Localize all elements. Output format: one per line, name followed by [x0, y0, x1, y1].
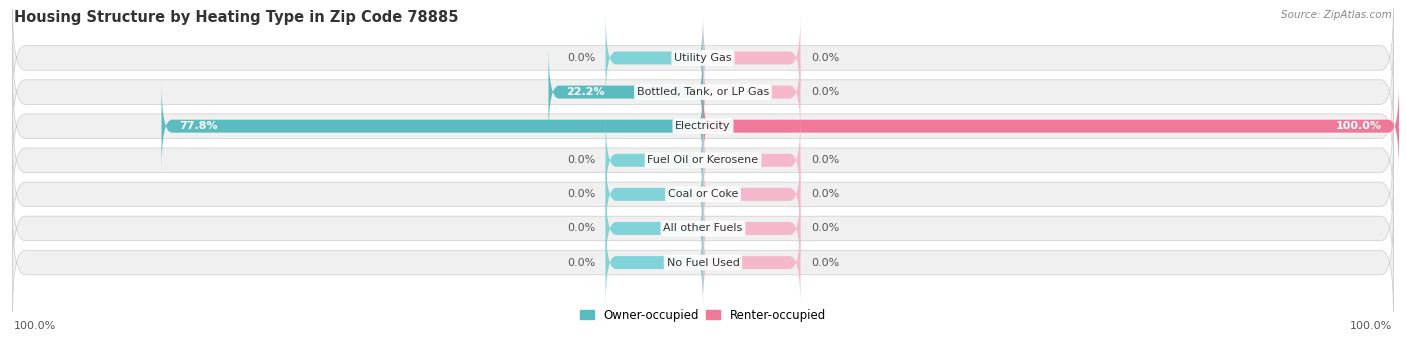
- FancyBboxPatch shape: [548, 47, 703, 137]
- Legend: Owner-occupied, Renter-occupied: Owner-occupied, Renter-occupied: [575, 304, 831, 326]
- Text: 0.0%: 0.0%: [567, 189, 595, 199]
- Text: 0.0%: 0.0%: [811, 53, 839, 63]
- FancyBboxPatch shape: [13, 111, 1393, 209]
- FancyBboxPatch shape: [703, 47, 800, 137]
- Text: Coal or Coke: Coal or Coke: [668, 189, 738, 199]
- FancyBboxPatch shape: [13, 9, 1393, 107]
- FancyBboxPatch shape: [703, 184, 800, 273]
- FancyBboxPatch shape: [162, 81, 703, 171]
- Text: 0.0%: 0.0%: [567, 155, 595, 165]
- Text: 0.0%: 0.0%: [811, 87, 839, 97]
- Text: Housing Structure by Heating Type in Zip Code 78885: Housing Structure by Heating Type in Zip…: [14, 10, 458, 25]
- FancyBboxPatch shape: [606, 150, 703, 239]
- Text: Fuel Oil or Kerosene: Fuel Oil or Kerosene: [647, 155, 759, 165]
- FancyBboxPatch shape: [606, 13, 703, 103]
- Text: 0.0%: 0.0%: [811, 155, 839, 165]
- Text: 0.0%: 0.0%: [811, 257, 839, 268]
- FancyBboxPatch shape: [703, 81, 1399, 171]
- Text: Electricity: Electricity: [675, 121, 731, 131]
- Text: 0.0%: 0.0%: [567, 257, 595, 268]
- Text: Source: ZipAtlas.com: Source: ZipAtlas.com: [1281, 10, 1392, 20]
- Text: 0.0%: 0.0%: [811, 189, 839, 199]
- Text: No Fuel Used: No Fuel Used: [666, 257, 740, 268]
- Text: 100.0%: 100.0%: [14, 321, 56, 330]
- FancyBboxPatch shape: [703, 116, 800, 205]
- Text: 0.0%: 0.0%: [567, 223, 595, 234]
- FancyBboxPatch shape: [13, 77, 1393, 175]
- FancyBboxPatch shape: [606, 184, 703, 273]
- Text: Utility Gas: Utility Gas: [675, 53, 731, 63]
- FancyBboxPatch shape: [13, 179, 1393, 278]
- Text: 77.8%: 77.8%: [179, 121, 218, 131]
- FancyBboxPatch shape: [606, 116, 703, 205]
- FancyBboxPatch shape: [13, 213, 1393, 312]
- Text: 100.0%: 100.0%: [1350, 321, 1392, 330]
- Text: All other Fuels: All other Fuels: [664, 223, 742, 234]
- Text: 100.0%: 100.0%: [1336, 121, 1382, 131]
- FancyBboxPatch shape: [13, 145, 1393, 243]
- FancyBboxPatch shape: [703, 150, 800, 239]
- FancyBboxPatch shape: [13, 43, 1393, 141]
- FancyBboxPatch shape: [703, 13, 800, 103]
- FancyBboxPatch shape: [606, 218, 703, 307]
- FancyBboxPatch shape: [703, 218, 800, 307]
- Text: 0.0%: 0.0%: [811, 223, 839, 234]
- Text: Bottled, Tank, or LP Gas: Bottled, Tank, or LP Gas: [637, 87, 769, 97]
- Text: 22.2%: 22.2%: [565, 87, 605, 97]
- Text: 0.0%: 0.0%: [567, 53, 595, 63]
